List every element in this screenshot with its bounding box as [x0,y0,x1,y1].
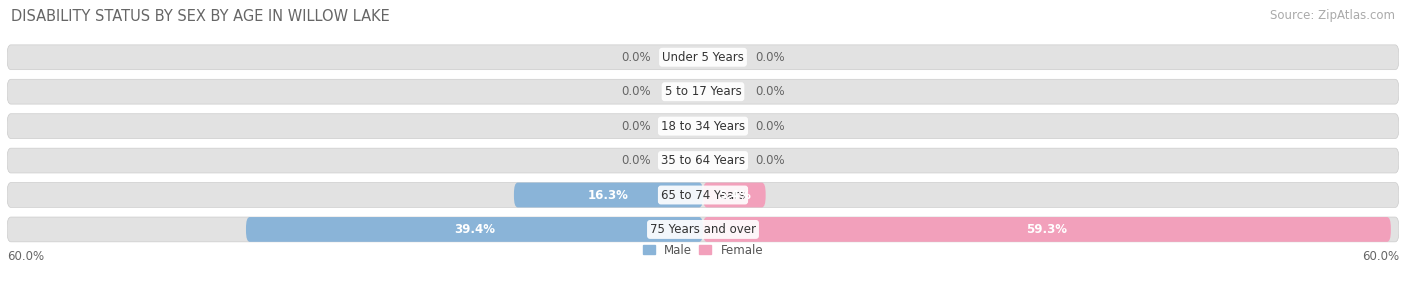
FancyBboxPatch shape [703,217,1391,242]
Text: 0.0%: 0.0% [755,154,785,167]
Text: 0.0%: 0.0% [621,85,651,98]
Text: 60.0%: 60.0% [7,250,44,263]
FancyBboxPatch shape [7,217,1399,242]
FancyBboxPatch shape [7,114,1399,138]
Text: 35 to 64 Years: 35 to 64 Years [661,154,745,167]
Text: 5 to 17 Years: 5 to 17 Years [665,85,741,98]
Text: 0.0%: 0.0% [621,120,651,133]
Text: 60.0%: 60.0% [1362,250,1399,263]
FancyBboxPatch shape [7,45,1399,70]
Text: 18 to 34 Years: 18 to 34 Years [661,120,745,133]
Text: 0.0%: 0.0% [755,120,785,133]
Text: 0.0%: 0.0% [755,85,785,98]
Text: 39.4%: 39.4% [454,223,495,236]
FancyBboxPatch shape [515,183,703,207]
FancyBboxPatch shape [7,183,1399,207]
Text: Under 5 Years: Under 5 Years [662,51,744,64]
FancyBboxPatch shape [7,79,1399,104]
Text: 16.3%: 16.3% [588,188,628,202]
FancyBboxPatch shape [7,148,1399,173]
Text: DISABILITY STATUS BY SEX BY AGE IN WILLOW LAKE: DISABILITY STATUS BY SEX BY AGE IN WILLO… [11,9,389,24]
Text: 0.0%: 0.0% [621,154,651,167]
Legend: Male, Female: Male, Female [638,239,768,261]
Text: 65 to 74 Years: 65 to 74 Years [661,188,745,202]
FancyBboxPatch shape [703,183,766,207]
Text: 5.4%: 5.4% [718,188,751,202]
Text: Source: ZipAtlas.com: Source: ZipAtlas.com [1270,9,1395,22]
Text: 0.0%: 0.0% [621,51,651,64]
Text: 59.3%: 59.3% [1026,223,1067,236]
Text: 75 Years and over: 75 Years and over [650,223,756,236]
FancyBboxPatch shape [246,217,703,242]
Text: 0.0%: 0.0% [755,51,785,64]
